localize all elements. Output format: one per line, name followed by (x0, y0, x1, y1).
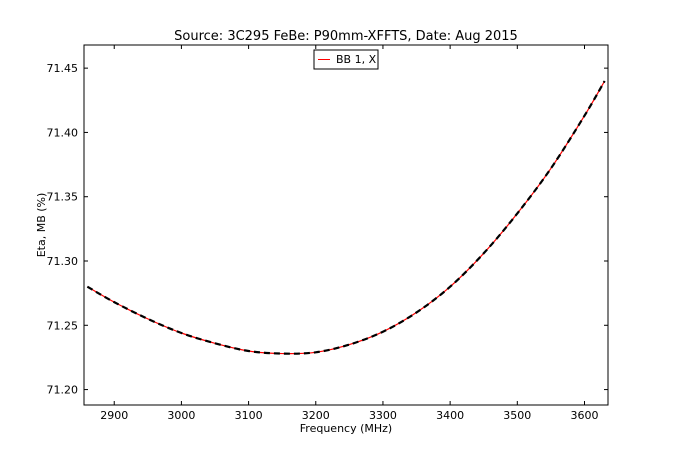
series-line-bb1x (87, 80, 606, 355)
x-axis-label: Frequency (MHz) (300, 422, 392, 435)
x-tick-label: 3100 (235, 409, 263, 422)
x-tick-label: 2900 (100, 409, 128, 422)
y-tick-label: 71.40 (47, 126, 79, 139)
chart-title: Source: 3C295 FeBe: P90mm-XFFTS, Date: A… (174, 29, 518, 44)
y-axis-label: Eta, MB (%) (35, 193, 48, 258)
y-axis: 71.20 71.25 71.30 71.35 71.40 71.45 (47, 62, 608, 397)
x-tick-label: 3300 (369, 409, 397, 422)
x-axis: 2900 3000 3100 3200 3300 3400 3500 3600 (100, 45, 598, 422)
legend-label-bb1x: BB 1, X (336, 53, 377, 66)
y-tick-label: 71.20 (47, 384, 79, 397)
x-tick-label: 3500 (503, 409, 531, 422)
y-tick-label: 71.30 (47, 255, 79, 268)
legend-box (313, 49, 379, 70)
legend: BB 1, X (313, 49, 379, 70)
series-line-fit (86, 80, 606, 355)
y-tick-label: 71.45 (47, 62, 79, 75)
y-tick-label: 71.25 (47, 319, 79, 332)
x-tick-label: 3600 (570, 409, 598, 422)
x-tick-label: 3200 (302, 409, 330, 422)
x-tick-label: 3400 (436, 409, 464, 422)
y-tick-label: 71.35 (47, 191, 79, 204)
plot-frame (83, 44, 609, 406)
plot-lines (86, 80, 606, 355)
x-tick-label: 3000 (167, 409, 195, 422)
